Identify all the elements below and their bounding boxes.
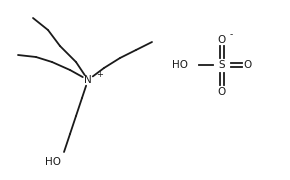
Text: HO: HO	[45, 157, 61, 167]
Text: HO: HO	[172, 60, 188, 70]
Text: O: O	[218, 35, 226, 45]
Text: +: +	[96, 69, 103, 78]
Text: O: O	[218, 87, 226, 97]
Text: S: S	[219, 60, 225, 70]
Text: -: -	[230, 30, 233, 39]
Text: O: O	[244, 60, 252, 70]
Text: N: N	[84, 75, 92, 85]
